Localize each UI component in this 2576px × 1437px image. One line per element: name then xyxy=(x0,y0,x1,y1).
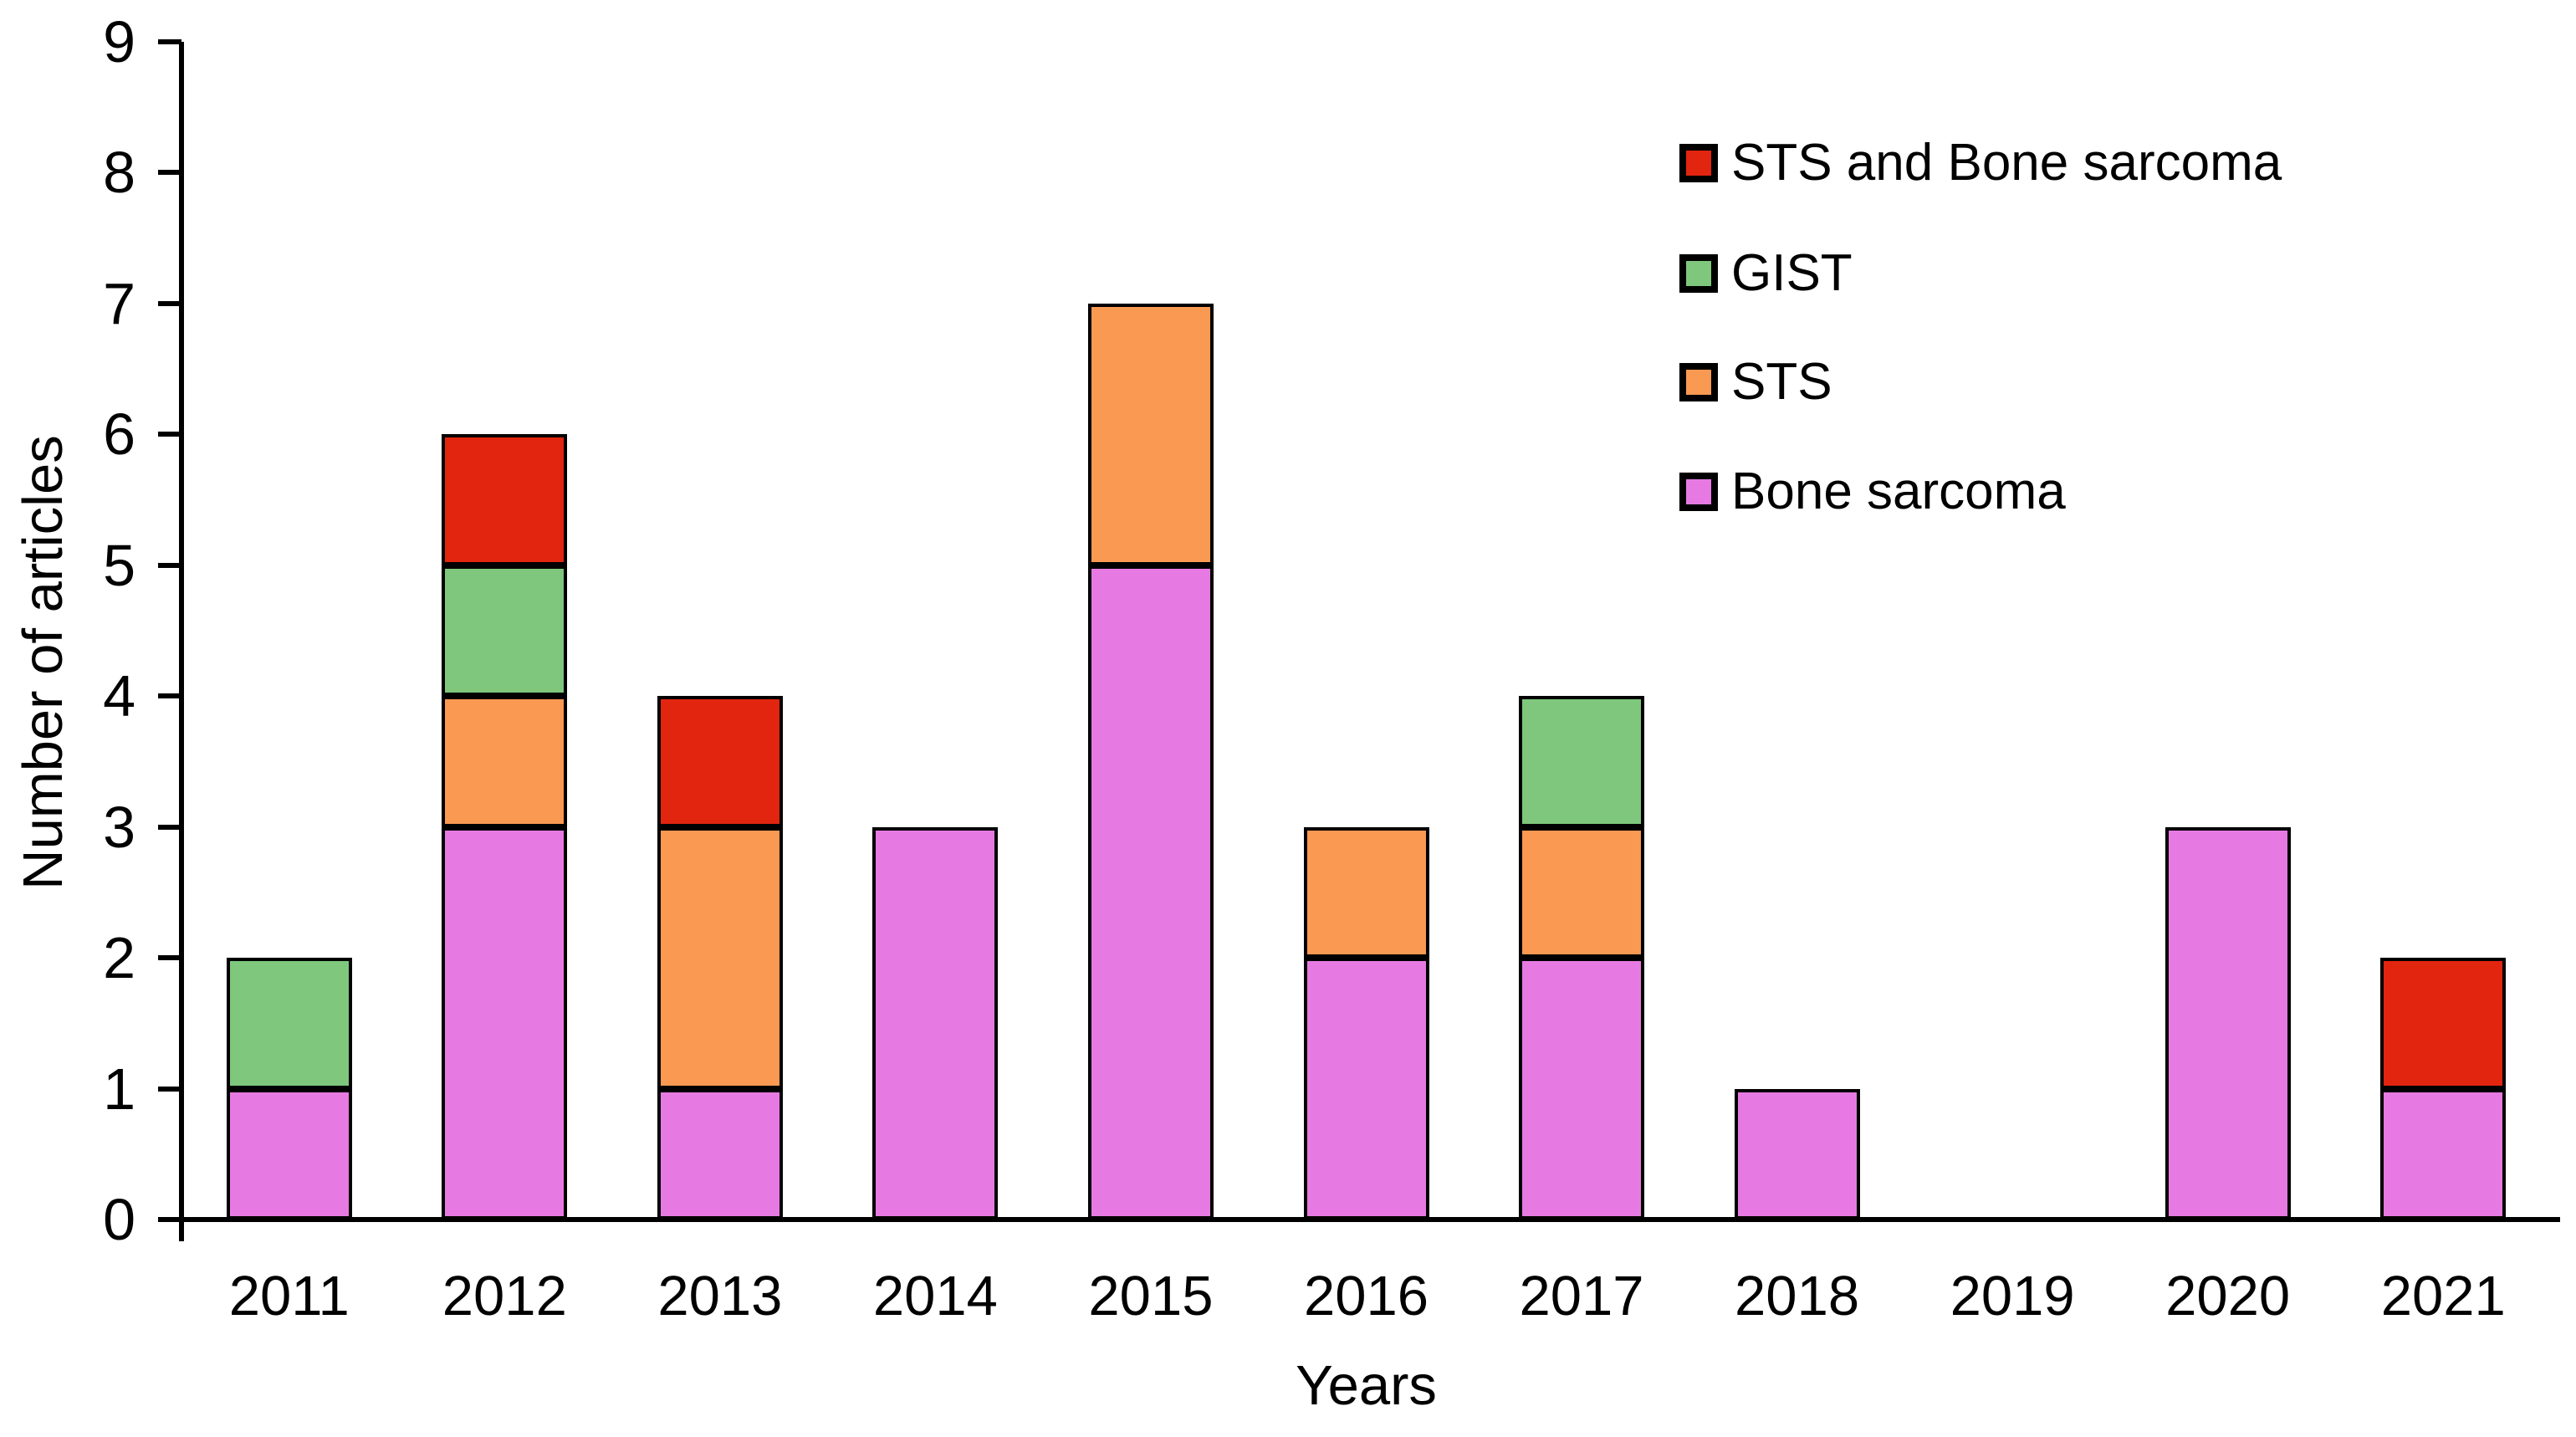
bar-segment-2014-bone-sarcoma xyxy=(872,826,999,1220)
y-tick-mark-7 xyxy=(158,300,181,306)
legend-swatch-icon xyxy=(1679,254,1718,293)
y-tick-label-0: 0 xyxy=(103,1187,135,1252)
y-tick-label-5: 5 xyxy=(103,532,135,598)
x-tick-label-2015: 2015 xyxy=(1088,1265,1214,1327)
y-tick-label-7: 7 xyxy=(103,270,135,336)
y-tick-label-6: 6 xyxy=(103,401,135,468)
x-tick-label-2014: 2014 xyxy=(872,1265,998,1327)
legend-label: STS xyxy=(1731,353,1832,411)
bar-segment-2015-sts xyxy=(1087,303,1214,565)
legend-label: GIST xyxy=(1731,244,1853,302)
bar-segment-2011-gist xyxy=(226,958,352,1089)
x-axis-title: Years xyxy=(1296,1354,1437,1417)
x-tick-label-2013: 2013 xyxy=(657,1265,783,1327)
legend-swatch-icon xyxy=(1679,473,1718,511)
bar-segment-2013-sts xyxy=(657,826,783,1089)
legend-item-sts-and-bone-sarcoma: STS and Bone sarcoma xyxy=(1679,136,2282,190)
bar-segment-2017-sts xyxy=(1519,826,1645,959)
x-axis-line xyxy=(158,1217,2560,1222)
bar-segment-2012-bone-sarcoma xyxy=(442,826,568,1220)
legend-label: Bone sarcoma xyxy=(1731,463,2066,520)
bar-segment-2018-bone-sarcoma xyxy=(1734,1088,1860,1220)
bar-segment-2012-sts-and-bone-sarcoma xyxy=(442,434,568,565)
y-tick-label-3: 3 xyxy=(103,794,135,860)
bar-segment-2016-sts xyxy=(1303,826,1429,959)
y-tick-mark-2 xyxy=(158,955,181,961)
y-axis-line xyxy=(179,42,184,1241)
legend-label: STS and Bone sarcoma xyxy=(1731,134,2282,192)
x-tick-label-2020: 2020 xyxy=(2165,1265,2291,1327)
x-tick-label-2016: 2016 xyxy=(1303,1265,1429,1327)
x-tick-label-2021: 2021 xyxy=(2380,1265,2506,1327)
y-tick-mark-6 xyxy=(158,432,181,437)
y-tick-mark-1 xyxy=(158,1086,181,1092)
x-tick-label-2019: 2019 xyxy=(1950,1265,2075,1327)
bar-segment-2016-bone-sarcoma xyxy=(1303,958,1429,1220)
y-tick-mark-3 xyxy=(158,824,181,830)
x-tick-label-2012: 2012 xyxy=(442,1265,567,1327)
bar-segment-2021-bone-sarcoma xyxy=(2380,1088,2507,1220)
x-tick-label-2018: 2018 xyxy=(1735,1265,1860,1327)
legend-swatch-icon xyxy=(1679,363,1718,401)
bar-segment-2013-bone-sarcoma xyxy=(657,1088,783,1220)
legend-item-bone-sarcoma: Bone sarcoma xyxy=(1679,465,2066,519)
x-tick-label-2017: 2017 xyxy=(1519,1265,1644,1327)
bar-segment-2021-sts-and-bone-sarcoma xyxy=(2380,958,2507,1089)
legend-item-gist: GIST xyxy=(1679,247,1853,300)
y-tick-label-8: 8 xyxy=(103,140,135,206)
y-tick-label-1: 1 xyxy=(103,1056,135,1122)
bar-segment-2015-bone-sarcoma xyxy=(1087,565,1214,1220)
bar-segment-2017-gist xyxy=(1519,696,1645,827)
bar-segment-2011-bone-sarcoma xyxy=(226,1088,352,1220)
y-tick-mark-4 xyxy=(158,693,181,699)
x-tick-label-2011: 2011 xyxy=(228,1265,350,1327)
y-tick-label-9: 9 xyxy=(103,9,135,74)
bar-segment-2012-gist xyxy=(442,565,568,697)
y-tick-mark-8 xyxy=(158,170,181,176)
bar-segment-2012-sts xyxy=(442,696,568,827)
bar-segment-2017-bone-sarcoma xyxy=(1519,958,1645,1220)
y-tick-label-4: 4 xyxy=(103,663,135,729)
y-tick-label-2: 2 xyxy=(103,925,135,991)
plot-area xyxy=(181,42,2551,1220)
y-tick-mark-5 xyxy=(158,562,181,568)
y-tick-mark-9 xyxy=(158,39,181,44)
bar-segment-2020-bone-sarcoma xyxy=(2165,826,2291,1220)
bar-segment-2013-sts-and-bone-sarcoma xyxy=(657,696,783,827)
legend-swatch-icon xyxy=(1679,144,1718,182)
legend-item-sts: STS xyxy=(1679,355,1832,409)
